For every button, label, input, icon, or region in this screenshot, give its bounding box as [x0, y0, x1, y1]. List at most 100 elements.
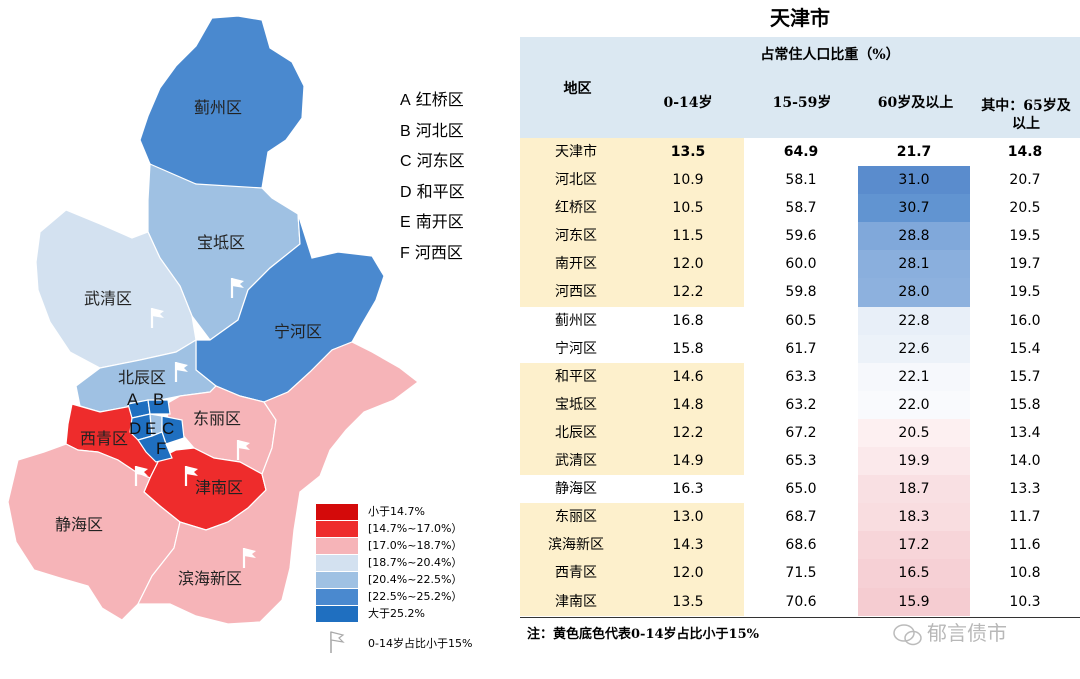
- legend-label: [14.7%~17.0%）: [368, 522, 463, 535]
- table-cell-a0_14: 16.3: [672, 481, 704, 498]
- table-cell-a15_59: 59.6: [785, 228, 817, 245]
- table-cell-a60: 28.8: [858, 222, 970, 251]
- map-region-hexi[interactable]: [137, 431, 173, 463]
- table-row: 宁河区 15.8 61.7 22.6 15.4: [520, 334, 1080, 363]
- table-cell-a15_59: 65.3: [785, 453, 817, 470]
- district-key-item: E 南开区: [400, 208, 465, 239]
- table-cell-a0_14: 10.9: [632, 166, 744, 195]
- legend-swatch: [316, 606, 358, 622]
- map-region-hebei[interactable]: [147, 399, 171, 415]
- map-label-binhai: 滨海新区: [178, 569, 242, 588]
- table-cell-a15_59: 63.3: [785, 368, 817, 385]
- table-row: 西青区 12.0 71.5 16.5 10.8: [520, 559, 1080, 588]
- legend-swatch: [316, 521, 358, 537]
- table-cell-region: 武清区: [520, 447, 632, 476]
- table-cell-region: 和平区: [520, 362, 632, 391]
- table-cell-region: 蓟州区: [555, 312, 597, 329]
- map-flags: [134, 278, 256, 568]
- district-key-item: C 河东区: [400, 147, 465, 178]
- table-cell-a65: 16.0: [1009, 312, 1041, 329]
- table-cell-region: 津南区: [520, 587, 632, 616]
- map-label-jinghai: 静海区: [55, 515, 103, 534]
- tianjin-map: 蓟州区 宝坻区 武清区 宁河区 北辰区 东丽区 西青区 津南区 静海区 滨海新区…: [7, 15, 419, 625]
- table-cell-a0_14: 12.2: [632, 418, 744, 448]
- table-cell-region: 滨海新区: [520, 531, 632, 560]
- table-cell-region: 东丽区: [520, 503, 632, 532]
- map-letter-f: F: [156, 439, 166, 458]
- table-cell-a65: 11.7: [1009, 509, 1041, 526]
- table-row: 红桥区 10.5 58.7 30.7 20.5: [520, 194, 1080, 223]
- legend-swatch: [316, 572, 358, 588]
- group-header: 占常住人口比重（%）: [760, 47, 900, 63]
- map-label-dongli: 东丽区: [193, 409, 241, 428]
- table-cell-a65: 15.7: [1009, 368, 1041, 385]
- table-cell-a15_59: 64.9: [783, 144, 819, 160]
- flag-icon: [134, 466, 148, 486]
- table-cell-a65: 11.6: [1009, 537, 1041, 554]
- table-cell-a60: 22.8: [858, 306, 970, 335]
- table-cell-region: 红桥区: [520, 194, 632, 223]
- table-cell-region: 宝坻区: [520, 390, 632, 419]
- map-region-binhai[interactable]: [137, 341, 419, 625]
- col-header-65plus: 其中：65岁及以上: [981, 98, 1071, 132]
- table-cell-a60: 16.5: [858, 559, 970, 588]
- map-region-hedong[interactable]: [161, 415, 185, 445]
- table-cell-a0_14: 12.0: [632, 250, 744, 279]
- table-row: 蓟州区 16.8 60.5 22.8 16.0: [520, 306, 1080, 335]
- map-label-jizhou: 蓟州区: [194, 98, 242, 117]
- district-key-letter: D: [400, 183, 412, 201]
- legend-label: [20.4%~22.5%）: [368, 573, 463, 586]
- legend-label: [18.7%~20.4%）: [368, 556, 463, 569]
- legend-flag-label: 0-14岁占比小于15%: [368, 637, 473, 650]
- table-cell-a0_14: 12.2: [632, 278, 744, 307]
- table-row: 宝坻区 14.8 63.2 22.0 15.8: [520, 390, 1080, 419]
- watermark-text: 郁言债市: [927, 621, 1007, 645]
- col-header-60plus: 60岁及以上: [877, 95, 954, 111]
- flag-icon: [330, 631, 345, 653]
- table-cell-a60: 20.5: [858, 418, 970, 448]
- table-cell-a0_14: 13.5: [632, 138, 744, 167]
- district-key-letter: E: [400, 214, 411, 231]
- table-row: 河西区 12.2 59.8 28.0 19.5: [520, 278, 1080, 307]
- table-row: 南开区 12.0 60.0 28.1 19.7: [520, 250, 1080, 279]
- district-key-letter: A: [400, 92, 411, 109]
- table-row: 武清区 14.9 65.3 19.9 14.0: [520, 447, 1080, 476]
- map-label-baodi: 宝坻区: [197, 233, 245, 252]
- district-key-item: A 红桥区: [400, 86, 465, 117]
- col-header-15-59: 15-59岁: [772, 95, 832, 111]
- table-cell-a0_14: 15.8: [672, 340, 704, 357]
- table-row: 北辰区 12.2 67.2 20.5 13.4: [520, 418, 1080, 448]
- table-cell-region: 南开区: [520, 250, 632, 279]
- table-cell-a60: 22.6: [858, 334, 970, 363]
- table-cell-a0_14: 14.8: [632, 390, 744, 419]
- table-cell-a15_59: 61.7: [785, 340, 817, 357]
- table-cell-a0_14: 14.9: [632, 447, 744, 476]
- table-cell-region: 河东区: [520, 222, 632, 251]
- table-cell-a60: 22.1: [858, 362, 970, 391]
- table-cell-a60: 21.7: [896, 144, 932, 160]
- table-body: 天津市 13.5 64.9 21.7 14.8 河北区 10.9 58.1 31.0 20.7 红桥…: [520, 138, 1080, 616]
- table-cell-a65: 19.5: [1009, 284, 1041, 301]
- table-cell-a15_59: 68.6: [785, 537, 817, 554]
- table-cell-region: 西青区: [520, 559, 632, 588]
- table-bottom-rule: [520, 617, 1080, 618]
- flag-icon: [184, 466, 198, 486]
- flag-icon: [242, 548, 256, 568]
- table-cell-region: 北辰区: [520, 418, 632, 448]
- table-header: 占常住人口比重（%） 地区 0-14岁 15-59岁 60岁及以上 其中：65岁…: [520, 37, 1080, 138]
- table-cell-a15_59: 59.8: [785, 284, 817, 301]
- table-cell-a0_14: 11.5: [632, 222, 744, 251]
- table-cell-a65: 15.8: [1009, 396, 1041, 413]
- table-row: 滨海新区 14.3 68.6 17.2 11.6: [520, 531, 1080, 560]
- district-key-item: D 和平区: [400, 178, 465, 209]
- table-cell-a0_14: 12.0: [632, 559, 744, 588]
- district-key-letter: B: [400, 122, 411, 140]
- table-row: 和平区 14.6 63.3 22.1 15.7: [520, 362, 1080, 391]
- district-key-name: 河东区: [416, 151, 465, 170]
- table-row: 静海区 16.3 65.0 18.7 13.3: [520, 475, 1080, 504]
- legend-label: [17.0%~18.7%）: [368, 539, 463, 552]
- table-cell-a15_59: 58.1: [785, 172, 817, 189]
- table-cell-a60: 22.0: [858, 390, 970, 419]
- watermark: 郁言债市: [893, 617, 1007, 646]
- table-cell-a60: 17.2: [858, 531, 970, 560]
